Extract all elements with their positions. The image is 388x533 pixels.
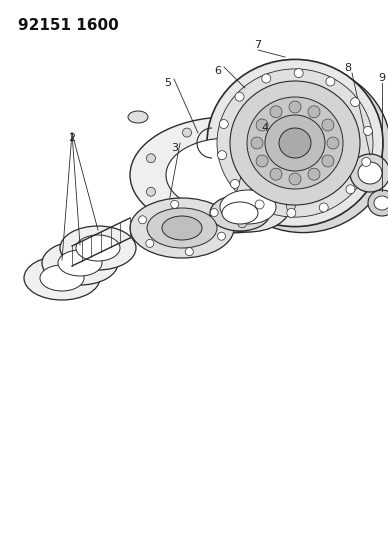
Circle shape — [256, 155, 268, 167]
Circle shape — [326, 77, 335, 86]
Ellipse shape — [279, 128, 311, 158]
Circle shape — [270, 106, 282, 118]
Circle shape — [182, 213, 192, 222]
Ellipse shape — [130, 198, 234, 258]
Circle shape — [289, 101, 301, 113]
Ellipse shape — [215, 66, 388, 232]
Circle shape — [286, 202, 295, 211]
Ellipse shape — [247, 97, 343, 189]
Text: 7: 7 — [255, 40, 262, 50]
Circle shape — [255, 200, 264, 209]
Circle shape — [251, 137, 263, 149]
Circle shape — [346, 185, 355, 194]
Circle shape — [327, 137, 339, 149]
Circle shape — [256, 119, 268, 131]
Ellipse shape — [368, 190, 388, 216]
Ellipse shape — [358, 162, 382, 184]
Circle shape — [139, 216, 147, 224]
Text: 9: 9 — [378, 73, 386, 83]
Ellipse shape — [162, 216, 202, 240]
Ellipse shape — [40, 265, 84, 291]
Ellipse shape — [217, 69, 373, 217]
Circle shape — [146, 239, 154, 247]
Ellipse shape — [220, 190, 276, 224]
Ellipse shape — [350, 154, 388, 192]
Circle shape — [182, 128, 192, 137]
Ellipse shape — [230, 81, 360, 205]
Circle shape — [308, 106, 320, 118]
Ellipse shape — [24, 256, 100, 300]
Circle shape — [185, 248, 193, 256]
Circle shape — [218, 151, 227, 160]
Text: 5: 5 — [165, 78, 171, 88]
Circle shape — [238, 219, 247, 228]
Circle shape — [294, 69, 303, 78]
Circle shape — [287, 208, 296, 217]
Ellipse shape — [60, 226, 136, 270]
Circle shape — [219, 119, 228, 128]
Ellipse shape — [222, 202, 258, 224]
Circle shape — [351, 98, 360, 107]
Circle shape — [210, 208, 218, 216]
Ellipse shape — [166, 138, 290, 212]
Text: 8: 8 — [345, 63, 352, 73]
Circle shape — [289, 173, 301, 185]
Ellipse shape — [265, 115, 325, 171]
Circle shape — [262, 74, 271, 83]
Text: 6: 6 — [215, 66, 222, 76]
Circle shape — [322, 155, 334, 167]
Circle shape — [286, 139, 295, 148]
Circle shape — [238, 122, 247, 131]
Ellipse shape — [128, 111, 148, 123]
Ellipse shape — [207, 59, 383, 227]
Text: 2: 2 — [68, 133, 76, 143]
Circle shape — [322, 119, 334, 131]
Circle shape — [230, 180, 239, 188]
Circle shape — [362, 157, 371, 166]
Ellipse shape — [206, 182, 290, 232]
Circle shape — [146, 154, 156, 163]
Text: 3: 3 — [171, 143, 178, 153]
Circle shape — [319, 203, 328, 212]
Circle shape — [270, 168, 282, 180]
Circle shape — [364, 126, 372, 135]
Ellipse shape — [42, 241, 118, 285]
Circle shape — [146, 187, 156, 196]
Ellipse shape — [374, 196, 388, 210]
Circle shape — [171, 200, 179, 208]
Ellipse shape — [58, 250, 102, 276]
Circle shape — [305, 171, 315, 180]
Ellipse shape — [130, 117, 326, 233]
Ellipse shape — [76, 235, 120, 261]
Text: 92151 1600: 92151 1600 — [18, 18, 119, 33]
Text: 4: 4 — [262, 123, 268, 133]
Ellipse shape — [147, 208, 217, 248]
Circle shape — [235, 92, 244, 101]
Circle shape — [217, 232, 225, 240]
Ellipse shape — [210, 195, 270, 231]
Circle shape — [308, 168, 320, 180]
